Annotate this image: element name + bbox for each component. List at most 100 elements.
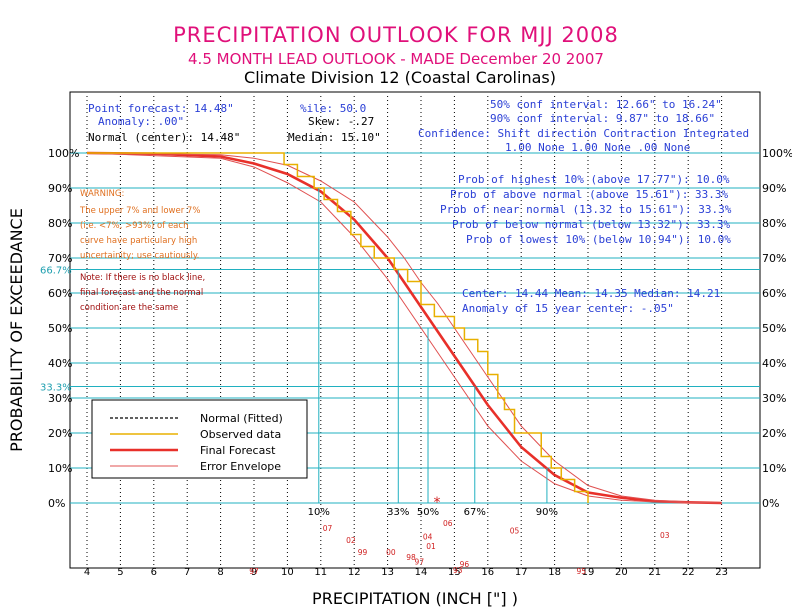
y-tick-right-90: 90% [762,182,786,195]
conf-interval-90: 90% conf interval: 9.87" to 18.66" [490,112,715,125]
point-forecast: Point forecast: 14.48" [88,102,234,115]
y-tick-left-60: 60% [48,287,72,300]
x-tick-6: 6 [151,567,157,578]
marker-label-33%: 33% [387,507,409,518]
y-tick-left-80: 80% [48,217,72,230]
chart-subtitle: 4.5 MONTH LEAD OUTLOOK - MADE December 2… [188,50,604,68]
warning-line-2: (i.e. <7%, >93%) of each [80,221,188,231]
y-tick-special-66.7: 66.7% [40,266,72,277]
x-tick-18: 18 [548,567,561,578]
y-tick-special-33.3: 33.3% [40,382,72,393]
marker-label-10%: 10% [308,507,330,518]
year-label-93: 93 [453,566,463,575]
legend-normal: Normal (Fitted) [200,412,283,425]
x-tick-16: 16 [481,567,494,578]
median: Median: 15.10" [288,131,381,144]
y-tick-left-10: 10% [48,462,72,475]
year-label-07: 07 [323,524,333,533]
y-tick-right-50: 50% [762,322,786,335]
warning-line-3: curve have particulary high [80,236,197,246]
x-tick-22: 22 [682,567,695,578]
legend-observed: Observed data [200,428,281,441]
y-tick-right-20: 20% [762,427,786,440]
x-tick-13: 13 [381,567,394,578]
confidence-values: 1.00 None 1.00 None .00 None [505,141,690,154]
year-label-99: 99 [358,548,368,557]
note-line-1: Note: If there is no black line, [80,273,205,283]
prob-above-normal: Prob of above normal (above 15.61"): 33.… [450,188,729,201]
y-tick-right-10: 10% [762,462,786,475]
y-tick-left-70: 70% [48,252,72,265]
year-label-97: 97 [415,558,425,567]
legend: Normal (Fitted) Observed data Final Fore… [91,399,308,479]
chart-title: PRECIPITATION OUTLOOK FOR MJJ 2008 [173,23,619,47]
x-tick-19: 19 [582,567,595,578]
x-tick-7: 7 [184,567,190,578]
confidence-header: Confidence: Shift direction Contraction … [418,127,749,140]
year-label-96: 96 [460,560,470,569]
x-axis-label: PRECIPITATION (INCH ["] ) [312,589,518,608]
y-axis-label: PROBABILITY OF EXCEEDANCE [7,208,26,452]
x-tick-23: 23 [715,567,728,578]
year-label-01: 01 [426,542,436,551]
year-label-04: 04 [423,532,433,541]
prob-below-normal: Prob of below normal (below 13.32"): 33.… [452,218,731,231]
year-label-97: 97 [249,567,259,576]
x-tick-5: 5 [117,567,123,578]
y-tick-left-20: 20% [48,427,72,440]
prob-near-normal: Prob of near normal (13.32 to 15.61"): 3… [440,203,732,216]
warning-line-1: The upper 7% and lower 7% [79,206,200,216]
y-tick-left-90: 90% [48,182,72,195]
y-tick-right-100: 100% [762,147,792,160]
legend-envelope: Error Envelope [200,460,281,473]
year-label-02: 02 [346,536,356,545]
x-tick-8: 8 [217,567,223,578]
warning-title: WARNING: [80,189,124,199]
y-tick-left-0: 0% [48,497,65,510]
y-tick-left-100: 100% [48,147,79,160]
x-tick-17: 17 [515,567,528,578]
y-tick-right-0: 0% [762,497,779,510]
y-tick-left-50: 50% [48,322,72,335]
year-label-00: 00 [386,548,396,557]
skew: Skew: -.27 [308,115,374,128]
x-tick-15: 15 [448,567,461,578]
year-label-03: 03 [660,531,670,540]
grid: 4 5 6 7 8 9 10 11 12 13 14 15 16 17 18 19 20 21 22 23 100% 90… [40,96,792,578]
y-tick-right-30: 30% [762,392,786,405]
warning-line-4: uncertainity; use cautiously. [80,251,199,261]
anomaly: Anomaly: .00" [98,115,184,128]
marker-label-50%: 50% [417,507,439,518]
series-final-forecast [86,151,722,505]
x-tick-9: 9 [251,567,257,578]
y-tick-left-40: 40% [48,357,72,370]
center-star-marker: * [434,495,441,511]
x-tick-21: 21 [648,567,661,578]
y-tick-right-80: 80% [762,217,786,230]
marker-label-67%: 67% [464,507,486,518]
year-label-95: 95 [577,567,587,576]
climate-division: Climate Division 12 (Coastal Carolinas) [244,68,556,87]
prob-lowest-10: Prob of lowest 10% (below 10.94"): 10.0% [466,233,731,246]
conf-interval-50: 50% conf interval: 12.66" to 16.24" [490,98,722,111]
y-tick-right-40: 40% [762,357,786,370]
series-error-envelope-lower [86,152,722,504]
normal-center: Normal (center): 14.48" [88,131,240,144]
anomaly-15yr: Anomaly of 15 year center: -.05" [462,302,674,315]
year-label-06: 06 [443,519,453,528]
plot-frame [69,91,761,569]
note-line-3: condition are the same [80,303,178,313]
x-tick-14: 14 [415,567,428,578]
series-observed-data [87,152,589,503]
x-tick-12: 12 [348,567,361,578]
curves [86,151,722,505]
x-tick-20: 20 [615,567,628,578]
note-line-2: final forecast and the normal [80,288,203,298]
x-tick-10: 10 [281,567,294,578]
year-label-05: 05 [510,526,520,535]
x-tick-4: 4 [84,567,90,578]
prob-highest-10: Prob of highest 10% (above 17.77"): 10.0… [458,173,730,186]
legend-box [91,399,308,479]
percentile: %ile: 50.0 [300,102,366,115]
